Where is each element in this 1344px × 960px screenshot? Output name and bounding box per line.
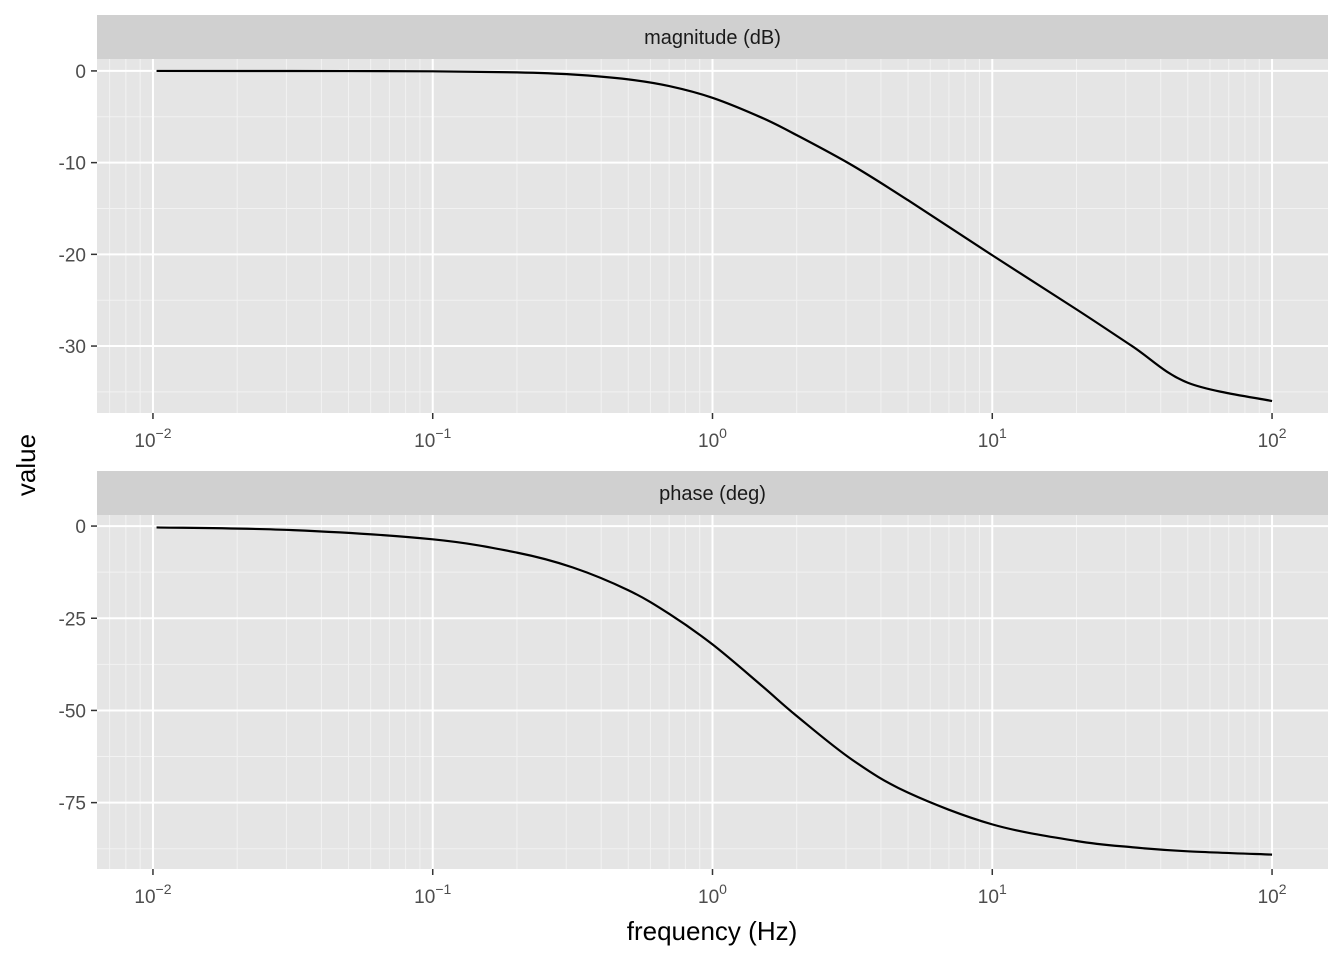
x-tick-label: 10−1 <box>414 425 451 452</box>
y-tick-label: -50 <box>59 701 86 722</box>
y-axis-title: value <box>11 434 41 496</box>
facet-strip <box>97 471 1328 515</box>
facet-panels: magnitude (dB) 0 -10 -20 -30 10−2 10−1 100 101 10… <box>59 15 1328 908</box>
series-line <box>156 526 1273 856</box>
facet-1: phase (deg) 0 -25 -50 -75 10−2 10−1 100 101 102 <box>59 471 1328 908</box>
x-tick-label: 102 <box>1258 881 1287 908</box>
y-tick-label: -75 <box>59 794 86 815</box>
facet-strip <box>97 15 1328 59</box>
x-tick-label: 100 <box>698 881 727 908</box>
series-line <box>156 69 1273 403</box>
y-tick-label: -30 <box>59 337 86 358</box>
x-tick-label: 102 <box>1258 425 1287 452</box>
facet-0: magnitude (dB) 0 -10 -20 -30 10−2 10−1 100 101 10… <box>59 15 1328 452</box>
x-tick-label: 10−2 <box>134 881 171 908</box>
facet-strip-label: magnitude (dB) <box>644 27 781 49</box>
x-tick-label: 10−1 <box>414 881 451 908</box>
y-tick-label: 0 <box>75 517 86 538</box>
facet-strip-label: phase (deg) <box>659 483 766 505</box>
x-tick-label: 101 <box>978 425 1007 452</box>
x-tick-label: 101 <box>978 881 1007 908</box>
y-tick-label: -25 <box>59 609 86 630</box>
x-tick-label: 10−2 <box>134 425 171 452</box>
x-tick-label: 100 <box>698 425 727 452</box>
y-tick-label: 0 <box>75 62 86 83</box>
y-tick-label: -20 <box>59 245 86 266</box>
x-axis-title: frequency (Hz) <box>627 916 798 946</box>
y-tick-label: -10 <box>59 154 86 175</box>
